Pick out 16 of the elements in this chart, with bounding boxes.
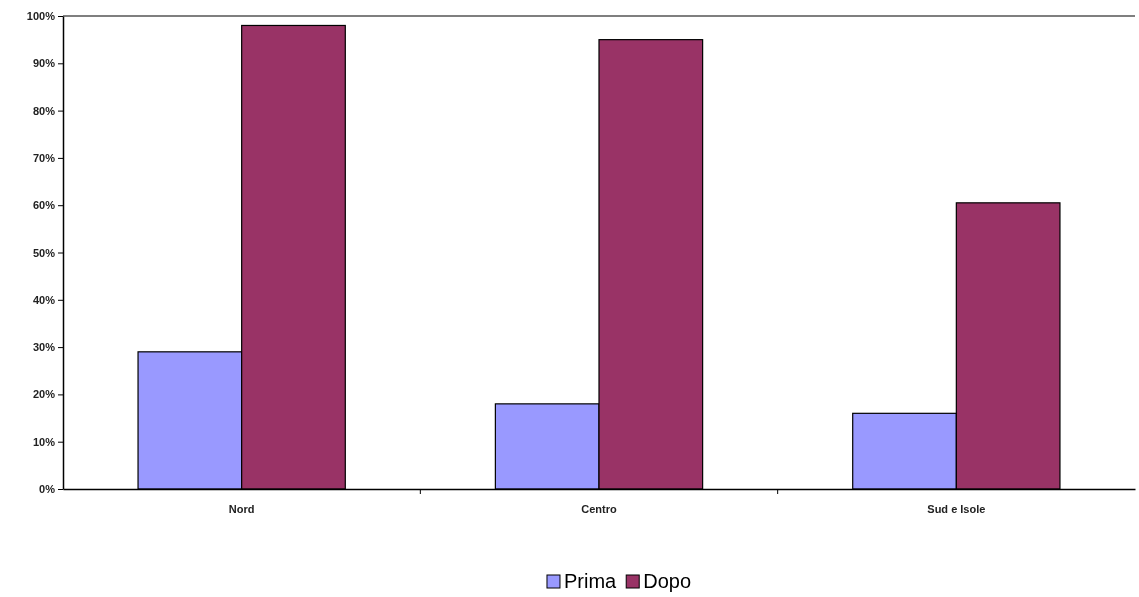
y-tick-label: 20% <box>32 388 56 401</box>
y-tick-label: 80% <box>32 104 56 117</box>
y-tick-label: 100% <box>26 10 56 23</box>
y-tick-label: 30% <box>32 341 56 354</box>
legend-label: Dopo <box>643 570 692 592</box>
y-tick-label: 70% <box>32 151 56 164</box>
x-tick-label: Centro <box>581 502 617 515</box>
y-tick-label: 40% <box>32 293 56 306</box>
y-tick-label: 60% <box>32 199 56 212</box>
x-tick-label: Nord <box>228 502 255 515</box>
y-tick-label: 0% <box>39 483 56 496</box>
legend-label: Prima <box>563 570 618 592</box>
y-tick-label: 90% <box>32 57 56 70</box>
y-tick-label: 10% <box>32 435 56 448</box>
x-tick-label: Sud e Isole <box>927 502 986 515</box>
y-tick-label: 50% <box>32 246 56 259</box>
